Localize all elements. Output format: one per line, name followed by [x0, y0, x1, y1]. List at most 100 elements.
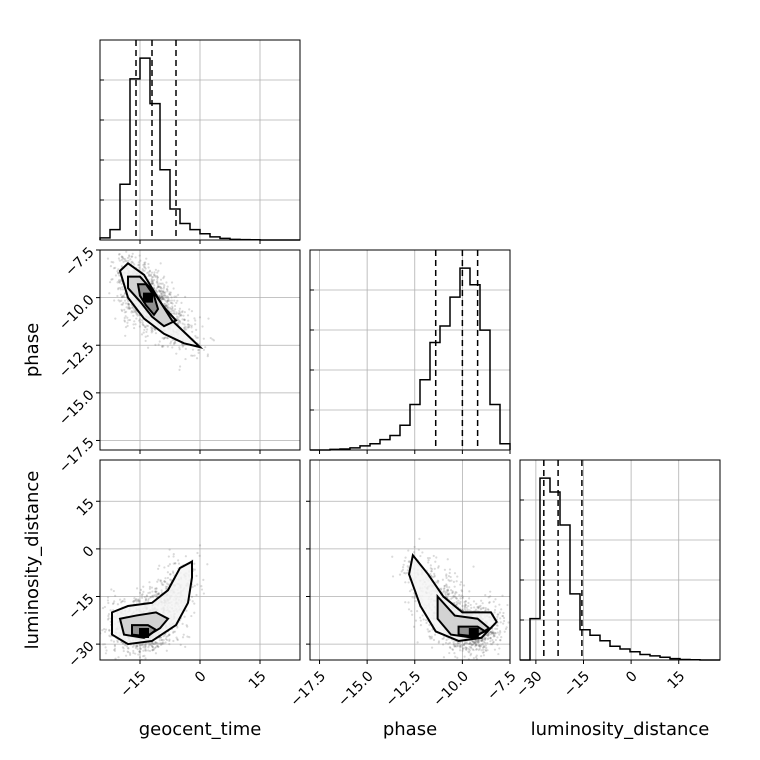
scatter-point: [159, 286, 162, 290]
scatter-point: [181, 622, 184, 625]
scatter-point: [160, 589, 163, 592]
scatter-point: [130, 261, 133, 264]
scatter-point: [150, 282, 153, 285]
scatter-point: [97, 608, 99, 610]
scatter-point: [194, 323, 197, 326]
scatter-point: [155, 587, 158, 590]
scatter-point: [458, 649, 462, 652]
scatter-point: [142, 263, 145, 267]
scatter-point: [446, 591, 449, 594]
scatter-point: [144, 261, 147, 264]
scatter-point: [157, 645, 160, 648]
scatter-point: [174, 340, 177, 343]
scatter-point: [488, 601, 491, 604]
scatter-point: [169, 301, 172, 305]
scatter-point: [476, 639, 480, 642]
scatter-point: [456, 642, 459, 645]
scatter-point: [491, 631, 494, 635]
scatter-point: [168, 293, 171, 296]
scatter-point: [448, 571, 451, 575]
scatter-point: [494, 605, 497, 608]
scatter-point: [433, 574, 436, 577]
scatter-point: [121, 295, 124, 298]
scatter-point: [434, 560, 437, 563]
scatter-point: [460, 581, 463, 584]
scatter-point: [160, 296, 163, 299]
scatter-point: [498, 611, 502, 614]
scatter-point: [143, 324, 146, 327]
scatter-point: [187, 326, 190, 329]
scatter-point: [127, 647, 130, 650]
scatter-point: [167, 564, 170, 568]
scatter-point: [166, 336, 169, 340]
scatter-point: [492, 635, 495, 638]
scatter-point: [161, 297, 164, 301]
scatter-panel-geocent_time-phase: [96, 249, 301, 454]
scatter-point: [178, 311, 182, 314]
scatter-point: [445, 584, 448, 587]
scatter-point: [158, 564, 161, 567]
scatter-point: [473, 641, 476, 644]
scatter-point: [503, 630, 506, 633]
scatter-point: [162, 635, 165, 638]
scatter-point: [168, 633, 171, 636]
scatter-point: [142, 649, 145, 652]
scatter-point: [461, 604, 464, 608]
scatter-point: [163, 294, 166, 297]
scatter-point: [177, 316, 180, 319]
scatter-point: [499, 631, 502, 634]
scatter-point: [137, 599, 140, 602]
scatter-point: [458, 646, 462, 649]
scatter-point: [484, 649, 488, 653]
scatter-point: [113, 649, 117, 652]
scatter-point: [195, 336, 198, 339]
scatter-point: [462, 647, 465, 650]
scatter-point: [462, 642, 465, 646]
x-tick-label-luminosity_distance-2: 0: [623, 668, 641, 686]
scatter-point: [166, 635, 169, 638]
scatter-point: [488, 633, 491, 636]
y-tick-label-phase-1: −15.0: [56, 387, 98, 429]
scatter-point: [178, 320, 181, 323]
scatter-point: [452, 643, 455, 647]
scatter-point: [500, 608, 503, 611]
hist-step-luminosity_distance: [520, 477, 720, 661]
scatter-point: [128, 652, 132, 655]
scatter-point: [132, 314, 135, 317]
scatter-point: [472, 642, 475, 645]
scatter-point: [131, 252, 134, 255]
scatter-point: [180, 311, 184, 314]
scatter-point: [486, 638, 489, 641]
scatter-point: [414, 619, 418, 622]
scatter-point: [170, 578, 173, 582]
x-tick-label-geocent_time-1: 0: [192, 668, 210, 686]
scatter-point: [459, 600, 462, 604]
scatter-point: [442, 637, 445, 640]
scatter-point: [467, 601, 470, 605]
scatter-point: [168, 293, 171, 296]
scatter-point: [112, 589, 115, 593]
scatter-point: [456, 656, 459, 659]
scatter-point: [164, 302, 167, 305]
scatter-point: [442, 589, 446, 593]
scatter-point: [433, 633, 437, 636]
scatter-point: [147, 597, 150, 600]
scatter-point: [162, 291, 165, 294]
scatter-point: [150, 280, 153, 283]
scatter-point: [154, 289, 158, 292]
scatter-point: [464, 600, 467, 603]
scatter-point: [128, 303, 131, 306]
scatter-point: [148, 661, 150, 663]
scatter-point: [444, 591, 447, 594]
scatter-point: [144, 645, 147, 649]
scatter-point: [437, 640, 441, 643]
scatter-point: [486, 642, 489, 645]
scatter-point: [476, 605, 479, 609]
scatter-point: [181, 322, 184, 325]
scatter-point: [125, 310, 128, 313]
scatter-point: [172, 571, 175, 574]
scatter-point: [114, 594, 117, 597]
scatter-point: [489, 643, 492, 646]
scatter-point: [491, 638, 494, 642]
scatter-point: [138, 656, 142, 659]
